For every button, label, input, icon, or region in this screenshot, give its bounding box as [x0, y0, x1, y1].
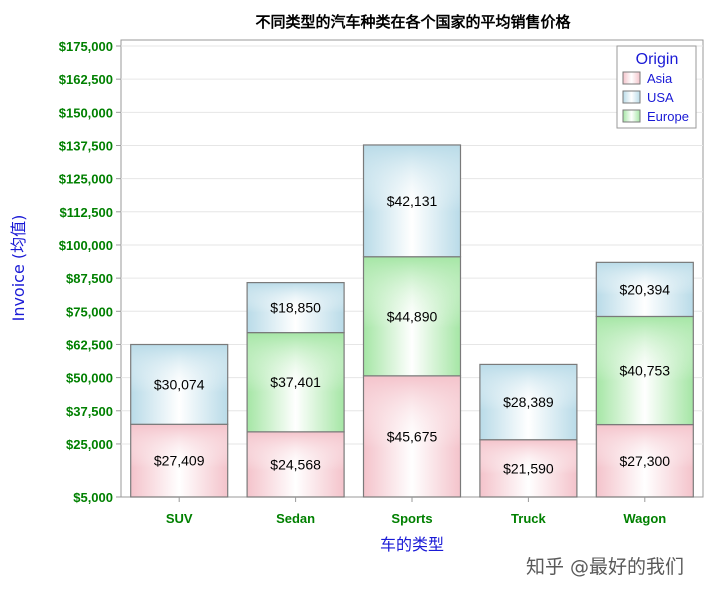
- x-tick-label-sports: Sports: [391, 511, 432, 526]
- y-tick-label: $50,000: [66, 371, 113, 386]
- bar-truck-asia: $21,590: [479, 439, 578, 498]
- bar-suv-asia-label: $27,409: [154, 453, 205, 469]
- bar-truck-usa-label: $28,389: [503, 394, 554, 410]
- y-tick-label: $75,000: [66, 304, 113, 319]
- bar-truck-usa: $28,389: [479, 363, 578, 441]
- bar-suv-usa-outline: [130, 343, 229, 425]
- bar-sedan-europe-label: $37,401: [270, 374, 321, 390]
- y-tick-label: $25,000: [66, 437, 113, 452]
- bar-sedan-asia-label: $24,568: [270, 456, 321, 472]
- bar-truck-asia-outline: [479, 439, 578, 498]
- y-axis-ticks: $5,000 $25,000 $37,500 $50,000 $62,500 $75,00…: [59, 39, 121, 505]
- x-tick-label-suv: SUV: [166, 511, 193, 526]
- y-tick-label: $5,000: [73, 490, 113, 505]
- bar-wagon-usa: $20,394: [595, 261, 694, 318]
- bar-suv-asia-outline: [130, 423, 229, 498]
- bar-sports-usa-outline: [362, 144, 462, 258]
- bar-suv-usa: $30,074: [130, 343, 229, 425]
- bar-wagon-usa-label: $20,394: [619, 281, 670, 297]
- y-tick-label: $125,000: [59, 172, 113, 187]
- bar-wagon-europe-outline: [595, 315, 694, 426]
- bar-sports-usa: $42,131: [362, 144, 462, 258]
- bar-sedan-asia: $24,568: [246, 431, 345, 498]
- y-tick-label: $112,500: [59, 205, 113, 220]
- bar-wagon-usa-outline: [595, 261, 694, 318]
- bar-wagon-asia-label: $27,300: [619, 453, 670, 469]
- legend-swatch-europe: [622, 109, 641, 123]
- y-axis-label: Invoice (均值): [9, 215, 28, 322]
- bar-suv-asia: $27,409: [130, 423, 229, 498]
- y-tick-label: $37,500: [66, 404, 113, 419]
- bar-sports-europe: $44,890: [362, 256, 462, 377]
- legend-label-europe: Europe: [647, 109, 689, 124]
- bar-truck-asia-label: $21,590: [503, 460, 554, 476]
- bar-wagon-asia-outline: [595, 423, 694, 498]
- legend-title: Origin: [636, 51, 679, 68]
- bars: $27,409 $30,074 $24,568 $37,401 $18,850 $45,6…: [130, 144, 694, 498]
- x-tick-label-sedan: Sedan: [276, 511, 315, 526]
- y-tick-label: $62,500: [66, 337, 113, 352]
- bar-wagon-europe: $40,753: [595, 315, 694, 426]
- x-tick-label-truck: Truck: [511, 511, 546, 526]
- bar-sedan-usa-outline: [246, 281, 345, 334]
- y-tick-label: $100,000: [59, 238, 113, 253]
- legend: Origin Asia USA Europe: [616, 45, 697, 129]
- bar-sports-usa-label: $42,131: [387, 193, 438, 209]
- bar-suv-usa-label: $30,074: [154, 376, 205, 392]
- x-axis-ticks: SUV Sedan Sports Truck Wagon: [166, 497, 666, 526]
- legend-label-usa: USA: [647, 90, 674, 105]
- y-tick-label: $150,000: [59, 105, 113, 120]
- bar-sedan-usa: $18,850: [246, 281, 345, 334]
- y-tick-label: $175,000: [59, 39, 113, 54]
- legend-swatch-asia: [622, 71, 641, 85]
- x-axis-label: 车的类型: [380, 535, 444, 554]
- bar-sports-asia: $45,675: [362, 375, 462, 498]
- bar-sports-europe-label: $44,890: [387, 308, 438, 324]
- bar-sports-europe-outline: [362, 256, 462, 377]
- bar-wagon-europe-label: $40,753: [619, 363, 670, 379]
- legend-label-asia: Asia: [647, 71, 673, 86]
- bar-truck-usa-outline: [479, 363, 578, 441]
- y-tick-label: $137,500: [59, 138, 113, 153]
- legend-swatch-usa: [622, 90, 641, 104]
- bar-sedan-usa-label: $18,850: [270, 300, 321, 316]
- bar-sports-asia-label: $45,675: [387, 428, 438, 444]
- bar-wagon-asia: $27,300: [595, 423, 694, 498]
- bar-sedan-europe-outline: [246, 331, 345, 433]
- bar-sedan-europe: $37,401: [246, 331, 345, 433]
- x-tick-label-wagon: Wagon: [623, 511, 666, 526]
- y-tick-label: $162,500: [59, 72, 113, 87]
- watermark: 知乎 @最好的我们: [526, 556, 685, 578]
- chart-title: 不同类型的汽车种类在各个国家的平均销售价格: [255, 13, 571, 31]
- y-tick-label: $87,500: [66, 271, 113, 286]
